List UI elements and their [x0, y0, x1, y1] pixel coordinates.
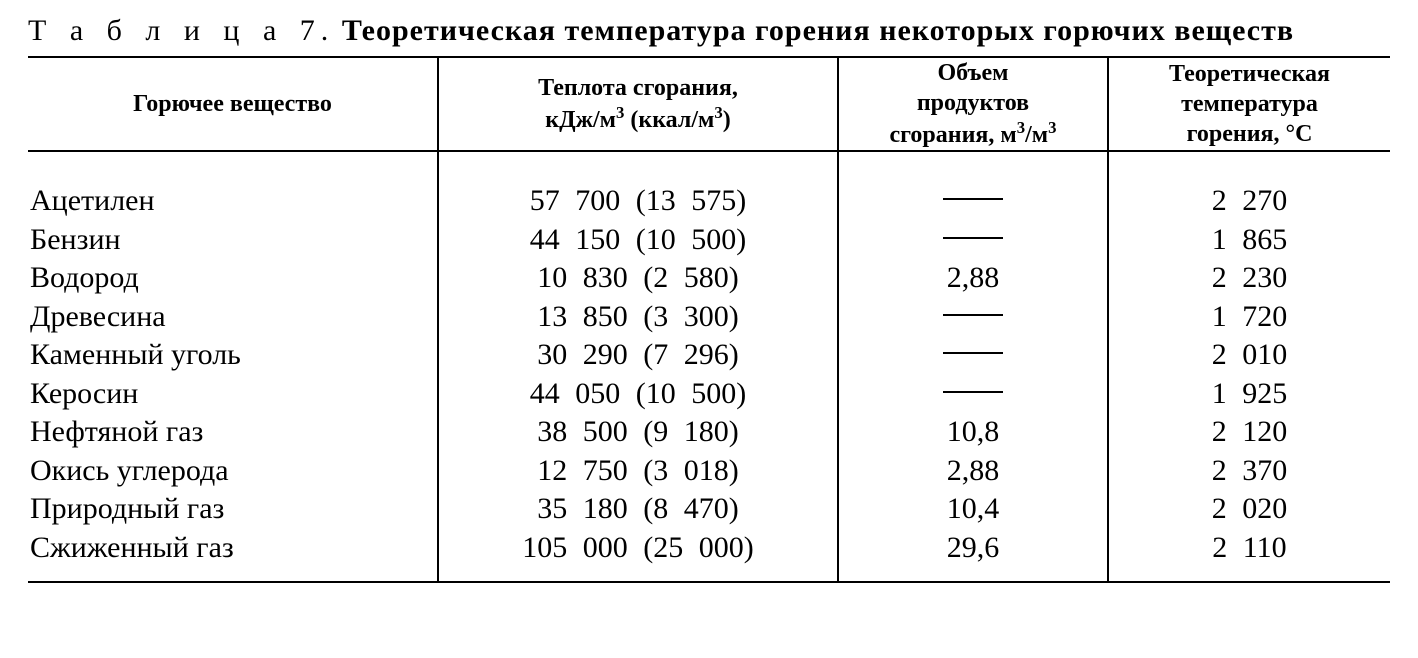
col-header-volume-text: Объемпродуктовсгорания, м3/м3: [889, 60, 1056, 148]
caption-title: Теоретическая температура горения некото…: [342, 14, 1294, 47]
page: { "caption": { "label": "Т а б л и ц а 7…: [0, 0, 1418, 658]
table-row: Нефтяной газ38 500 (9 180)10,82 120: [28, 413, 1390, 452]
cell-substance: Древесина: [28, 298, 438, 337]
table-row: Окись углерода12 750 (3 018)2,882 370: [28, 452, 1390, 491]
table-caption: Т а б л и ц а 7. Теоретическая температу…: [28, 14, 1390, 48]
cell-volume: 29,6: [838, 529, 1108, 568]
cell-heat: 105 000 (25 000): [438, 529, 838, 568]
cell-substance: Бензин: [28, 221, 438, 260]
col-header-volume: Объемпродуктовсгорания, м3/м3: [838, 58, 1108, 151]
table-header-row: Горючее вещество Теплота сгорания,кДж/м3…: [28, 58, 1390, 151]
cell-temperature: 2 010: [1108, 336, 1390, 375]
cell-temperature: 2 120: [1108, 413, 1390, 452]
em-dash-icon: [943, 237, 1003, 239]
cell-temperature: 2 230: [1108, 259, 1390, 298]
cell-temperature: 1 720: [1108, 298, 1390, 337]
cell-heat: 38 500 (9 180): [438, 413, 838, 452]
cell-temperature: 2 370: [1108, 452, 1390, 491]
col-header-heat: Теплота сгорания,кДж/м3 (ккал/м3): [438, 58, 838, 151]
table-row: Сжиженный газ105 000 (25 000)29,62 110: [28, 529, 1390, 568]
col-header-temperature: Теоретическаятемпературагорения, °С: [1108, 58, 1390, 151]
cell-temperature: 1 865: [1108, 221, 1390, 260]
cell-volume: [838, 221, 1108, 260]
col-header-heat-text: Теплота сгорания,кДж/м3 (ккал/м3): [538, 75, 738, 133]
cell-volume: [838, 182, 1108, 221]
cell-heat: 44 050 (10 500): [438, 375, 838, 414]
cell-heat: 44 150 (10 500): [438, 221, 838, 260]
cell-heat: 57 700 (13 575): [438, 182, 838, 221]
cell-volume: 10,4: [838, 490, 1108, 529]
cell-volume: 10,8: [838, 413, 1108, 452]
cell-substance: Ацетилен: [28, 182, 438, 221]
cell-volume: 2,88: [838, 452, 1108, 491]
cell-substance: Окись углерода: [28, 452, 438, 491]
em-dash-icon: [943, 352, 1003, 354]
combustion-table: Горючее вещество Теплота сгорания,кДж/м3…: [28, 56, 1390, 583]
em-dash-icon: [943, 198, 1003, 200]
cell-substance: Керосин: [28, 375, 438, 414]
table-row: Ацетилен57 700 (13 575) 2 270: [28, 182, 1390, 221]
em-dash-icon: [943, 391, 1003, 393]
table-row: Водород10 830 (2 580)2,882 230: [28, 259, 1390, 298]
cell-volume: [838, 298, 1108, 337]
spacer-row: [28, 152, 1390, 182]
cell-volume: [838, 375, 1108, 414]
cell-heat: 35 180 (8 470): [438, 490, 838, 529]
em-dash-icon: [943, 314, 1003, 316]
cell-volume: 2,88: [838, 259, 1108, 298]
table-row: Бензин44 150 (10 500) 1 865: [28, 221, 1390, 260]
table-row: Природный газ35 180 (8 470)10,42 020: [28, 490, 1390, 529]
cell-substance: Природный газ: [28, 490, 438, 529]
cell-volume: [838, 336, 1108, 375]
cell-temperature: 2 110: [1108, 529, 1390, 568]
cell-temperature: 2 020: [1108, 490, 1390, 529]
cell-heat: 13 850 (3 300): [438, 298, 838, 337]
col-header-substance: Горючее вещество: [28, 58, 438, 151]
cell-temperature: 2 270: [1108, 182, 1390, 221]
table-row: Керосин44 050 (10 500) 1 925: [28, 375, 1390, 414]
table-row: Древесина13 850 (3 300) 1 720: [28, 298, 1390, 337]
cell-temperature: 1 925: [1108, 375, 1390, 414]
cell-substance: Водород: [28, 259, 438, 298]
cell-heat: 30 290 (7 296): [438, 336, 838, 375]
cell-heat: 10 830 (2 580): [438, 259, 838, 298]
cell-substance: Сжиженный газ: [28, 529, 438, 568]
cell-substance: Каменный уголь: [28, 336, 438, 375]
table-row: Каменный уголь30 290 (7 296) 2 010: [28, 336, 1390, 375]
caption-label: Т а б л и ц а 7.: [28, 14, 334, 47]
col-header-temperature-text: Теоретическаятемпературагорения, °С: [1169, 61, 1330, 147]
col-header-substance-text: Горючее вещество: [133, 91, 332, 117]
cell-heat: 12 750 (3 018): [438, 452, 838, 491]
spacer-row: [28, 567, 1390, 582]
table-body: Ацетилен57 700 (13 575)2 270Бензин44 150…: [28, 152, 1390, 582]
cell-substance: Нефтяной газ: [28, 413, 438, 452]
